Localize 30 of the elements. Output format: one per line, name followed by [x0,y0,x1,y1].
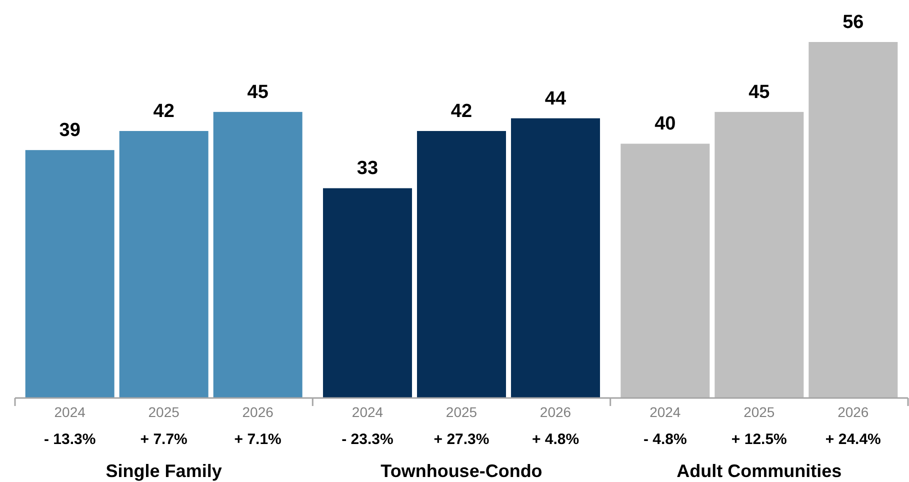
data-label: 56 [842,12,864,33]
data-label: 44 [544,88,566,110]
data-label: 42 [450,101,472,122]
text: + 4.8% [532,431,580,448]
data-label: 45 [247,82,269,103]
data-label: 39 [59,120,80,142]
text: + 12.5% [731,431,787,448]
data-label: 42 [153,101,174,122]
x-tick-label: 2025 [148,404,180,420]
data-label: 40 [654,114,676,135]
text: - 13.3% [44,431,96,448]
x-tick-label: 2026 [540,404,572,420]
x-tick-label: 2025 [446,404,478,420]
text: - 23.3% [342,431,394,448]
text: + 7.1% [234,431,282,448]
x-tick-label: 2025 [744,404,775,420]
data-label: 33 [356,158,378,180]
x-tick-label: 2024 [54,404,86,420]
text: - 4.8% [643,431,687,448]
text: + 7.7% [140,431,188,448]
data-label: 45 [748,82,770,103]
text: Single Family [106,461,222,481]
x-tick-label: 2026 [838,404,869,420]
text: + 24.4% [825,431,881,448]
text: Adult Communities [676,461,842,481]
text: + 27.3% [434,431,490,448]
text: Townhouse-Condo [380,461,542,481]
x-tick-label: 2024 [352,404,384,420]
x-tick-label: 2026 [242,404,274,420]
x-tick-label: 2024 [650,404,681,420]
